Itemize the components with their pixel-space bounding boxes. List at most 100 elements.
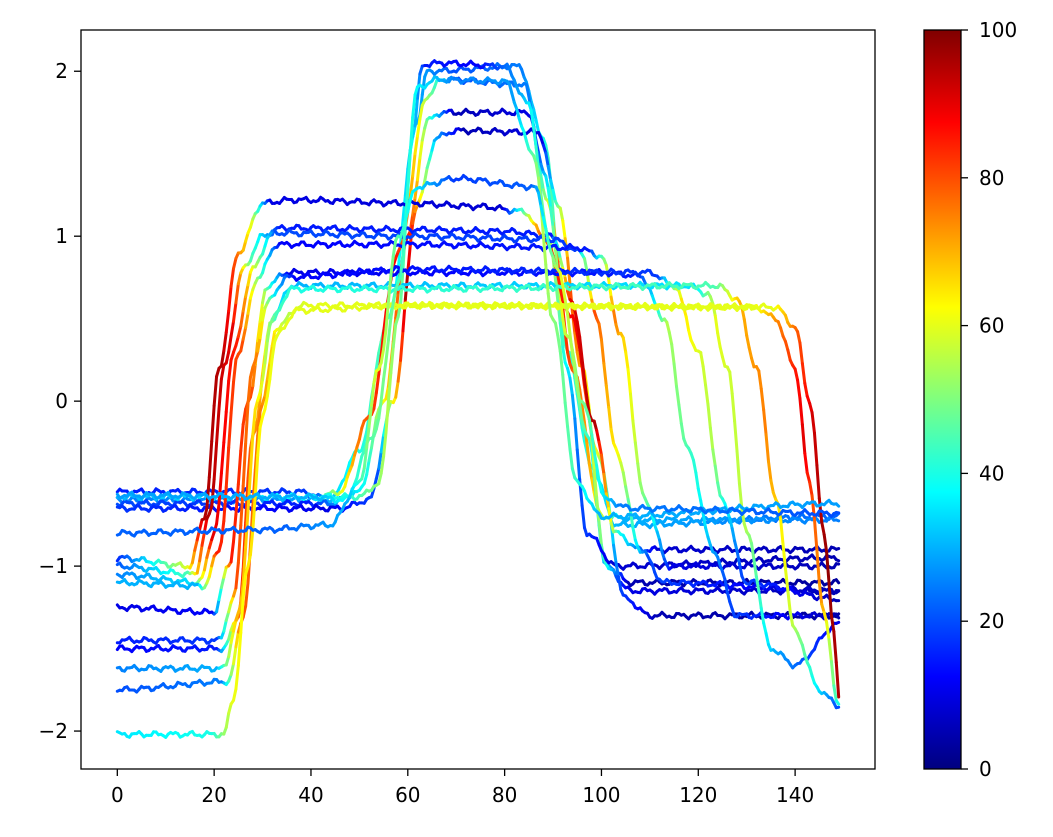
series-segment [241, 295, 248, 313]
series-segment [561, 219, 567, 241]
series-segment [624, 485, 630, 501]
series-segment [372, 369, 378, 385]
series-segment [239, 595, 245, 635]
series-segment [261, 306, 267, 322]
series-segment [592, 419, 599, 432]
series-segment [394, 379, 400, 399]
series-segment [210, 477, 216, 508]
series-segment [629, 392, 635, 423]
series-segment [764, 433, 770, 463]
series-segment [752, 558, 758, 579]
series-segment [224, 379, 231, 414]
series-segment [723, 577, 729, 594]
series-segment [236, 324, 243, 338]
series-segment [733, 419, 739, 453]
series-segment [411, 210, 417, 226]
series-segment [798, 341, 804, 365]
series-segment [788, 610, 795, 627]
series-segment [415, 156, 422, 182]
series-segment [222, 485, 228, 523]
series-segment [573, 331, 579, 355]
series-segment [679, 422, 686, 441]
series-segment [551, 188, 557, 203]
series-segment [198, 543, 204, 563]
series-segment [544, 227, 550, 244]
series-segment [832, 684, 838, 703]
series-segment [265, 323, 272, 343]
series-segment [549, 178, 555, 192]
series-segment [270, 340, 277, 360]
series-segment [227, 334, 233, 354]
series-segment [377, 399, 383, 420]
series-segment [386, 371, 393, 403]
series-segment [386, 316, 393, 342]
series-segment [716, 481, 722, 497]
series-segment [374, 466, 381, 481]
series-segment [670, 342, 676, 366]
series-segment [592, 450, 599, 468]
series-segment [783, 566, 790, 593]
series-segment [367, 446, 373, 462]
series-segment [604, 492, 611, 511]
series-segment [195, 559, 202, 575]
series-segment [573, 308, 579, 324]
series-segment [570, 352, 577, 372]
series-segment [650, 513, 657, 527]
series-segment [592, 468, 599, 499]
series-segment [239, 337, 245, 353]
series-segment [766, 459, 773, 482]
series-segment [386, 274, 393, 303]
series-segment [382, 327, 388, 351]
series-segment [684, 315, 691, 332]
series-segment [796, 378, 802, 401]
series-group [115, 59, 841, 739]
series-segment [793, 367, 800, 382]
series-segment [815, 463, 821, 500]
series-segment [544, 174, 550, 190]
series-segment [546, 291, 553, 317]
series-segment [544, 151, 550, 168]
series-segment [382, 310, 388, 335]
series-segment [236, 449, 243, 486]
series-segment [399, 329, 405, 362]
series-segment [834, 502, 841, 508]
series-segment [575, 386, 582, 402]
series-segment [607, 278, 613, 299]
series-segment [406, 244, 412, 274]
series-segment [227, 601, 233, 614]
series-line-6 [115, 223, 841, 579]
series-segment [258, 301, 265, 323]
series-segment [256, 409, 262, 438]
series-segment [631, 419, 637, 445]
series-segment [265, 361, 272, 381]
series-segment [578, 403, 584, 423]
series-segment [215, 598, 221, 614]
series-segment [256, 319, 262, 343]
series-segment [832, 630, 838, 664]
series-segment [728, 516, 734, 531]
series-segment [708, 426, 715, 452]
series-segment [541, 216, 548, 231]
series-segment [263, 394, 269, 411]
series-segment [573, 368, 579, 390]
series-segment [232, 687, 238, 702]
series-segment [391, 288, 398, 305]
series-segment [580, 357, 587, 382]
series-segment [711, 448, 717, 468]
series-segment [597, 440, 603, 457]
series-segment [241, 326, 248, 341]
series-line-1 [115, 76, 841, 525]
series-segment [735, 449, 741, 486]
series-segment [757, 589, 763, 610]
series-segment [563, 401, 570, 429]
series-segment [665, 320, 671, 334]
series-segment [691, 458, 698, 475]
series-segment [783, 339, 790, 352]
series-segment [234, 334, 240, 347]
series-segment [232, 301, 238, 323]
series-segment [193, 538, 199, 552]
series-segment [607, 405, 613, 432]
series-segment [704, 526, 710, 539]
series-segment [609, 428, 616, 445]
series-segment [202, 506, 209, 521]
